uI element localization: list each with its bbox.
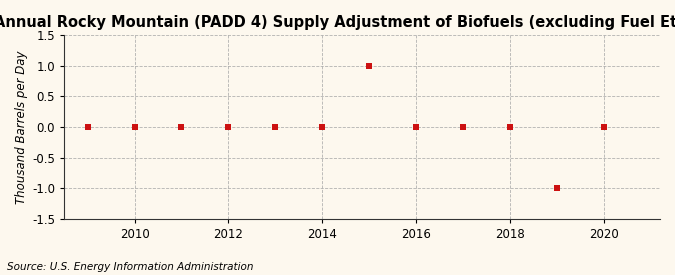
Point [410, 125, 421, 129]
Point [129, 125, 140, 129]
Point [270, 125, 281, 129]
Point [504, 125, 515, 129]
Point [598, 125, 609, 129]
Point [551, 186, 562, 190]
Point [176, 125, 187, 129]
Point [82, 125, 93, 129]
Title: Annual Rocky Mountain (PADD 4) Supply Adjustment of Biofuels (excluding Fuel Eth: Annual Rocky Mountain (PADD 4) Supply Ad… [0, 15, 675, 30]
Point [317, 125, 327, 129]
Point [364, 64, 375, 68]
Y-axis label: Thousand Barrels per Day: Thousand Barrels per Day [15, 50, 28, 204]
Text: Source: U.S. Energy Information Administration: Source: U.S. Energy Information Administ… [7, 262, 253, 272]
Point [223, 125, 234, 129]
Point [458, 125, 468, 129]
